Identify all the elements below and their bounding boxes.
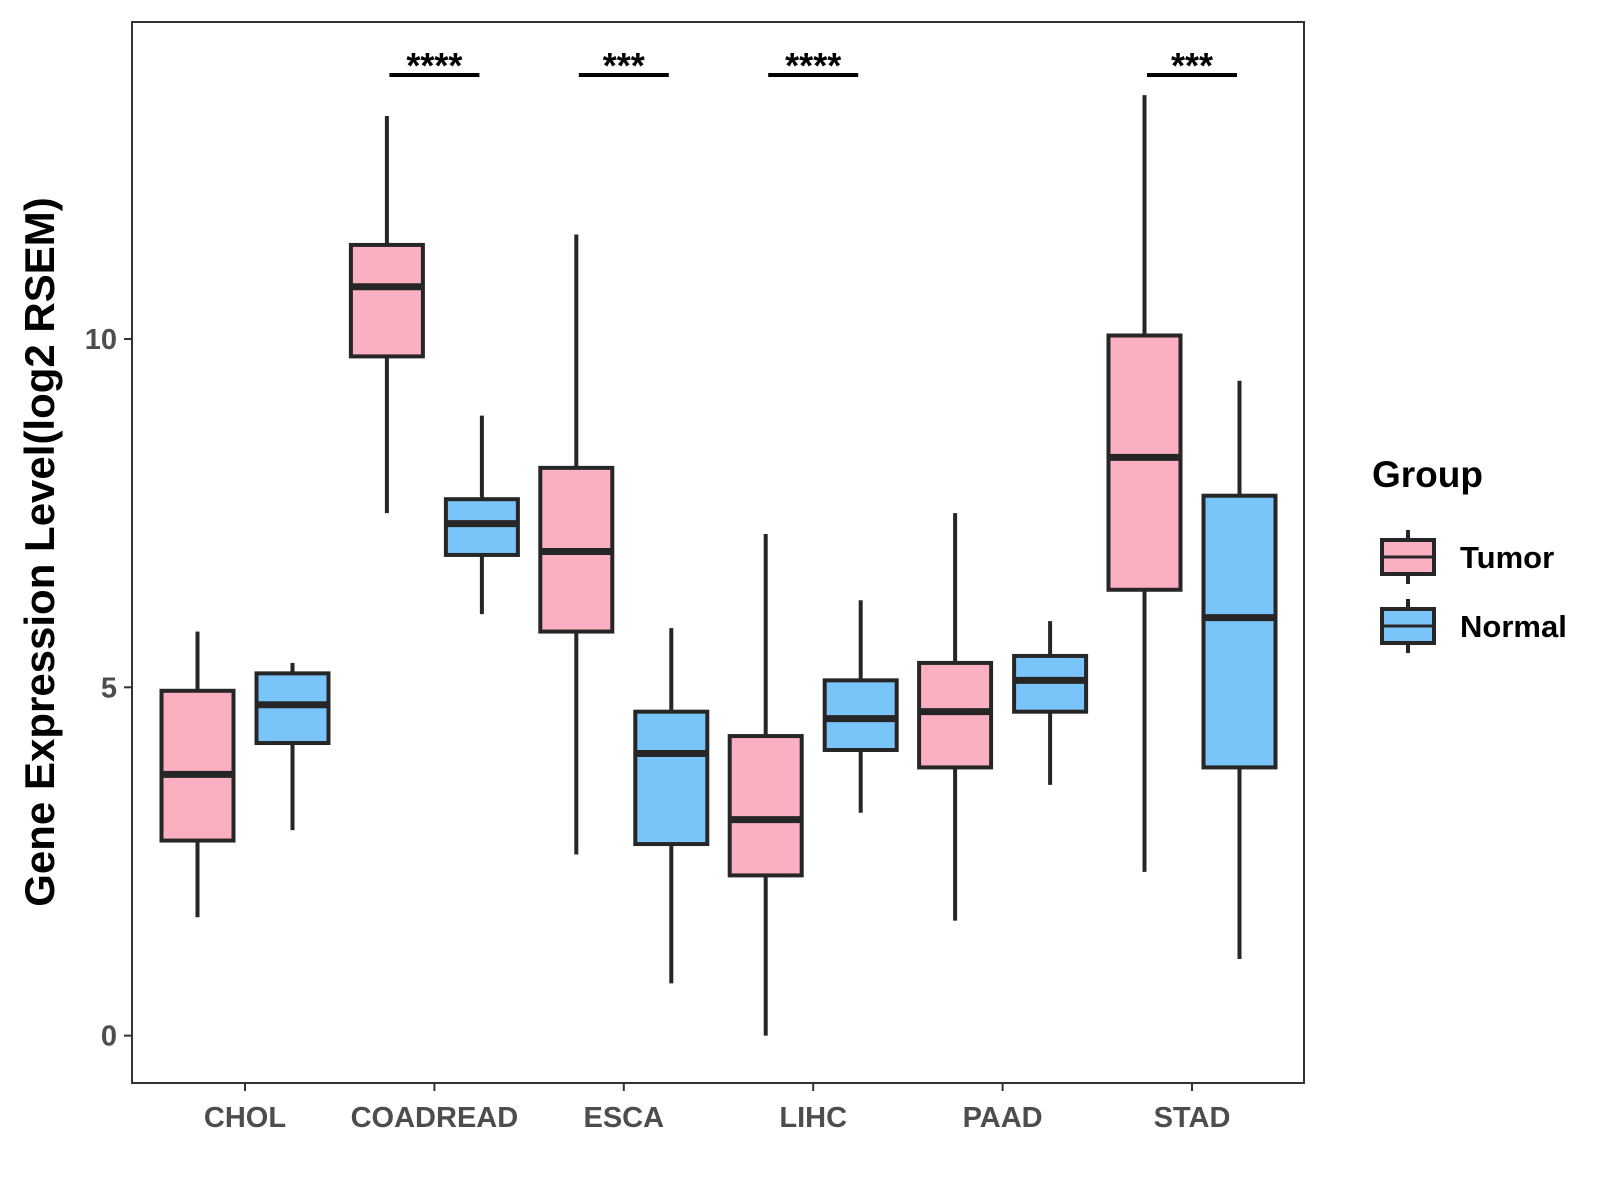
significance-label: **** (406, 45, 462, 86)
plot-border (131, 21, 1305, 1084)
significance-esca: *** (578, 45, 669, 86)
box-tumor-coadread (348, 116, 425, 514)
box-normal-esca (633, 628, 710, 984)
x-tick-label: STAD (1154, 1102, 1231, 1134)
box-body (633, 709, 710, 847)
box-normal-lihc (822, 600, 899, 813)
legend: Group Tumor Normal (1372, 454, 1567, 653)
x-axis: CHOL COADREAD ESCA LIHC PAAD STAD (204, 1083, 1230, 1134)
box-tumor-esca (538, 234, 615, 855)
box-tumor-chol (159, 631, 236, 918)
legend-label: Tumor (1460, 540, 1554, 575)
box-body (1201, 493, 1278, 770)
box-normal-chol (254, 662, 331, 831)
y-axis: 0 5 10 (85, 324, 132, 1053)
significance-stad: *** (1147, 45, 1237, 86)
box-tumor-lihc (727, 534, 804, 1036)
box-normal-coadread (443, 415, 520, 615)
x-tick-label: ESCA (584, 1102, 665, 1134)
significance-label: *** (603, 45, 645, 86)
significance-lihc: **** (768, 45, 859, 86)
box-tumor-paad (917, 513, 994, 921)
box-body (159, 688, 236, 843)
y-axis-title: Gene Expression Level(log2 RSEM) (16, 197, 63, 907)
significance-coadread: **** (389, 45, 480, 86)
legend-item-tumor: Tumor (1380, 530, 1554, 584)
legend-title: Group (1372, 454, 1483, 495)
x-tick-label: LIHC (779, 1102, 847, 1134)
x-tick-label: PAAD (963, 1102, 1043, 1134)
box-tumor-stad (1106, 95, 1183, 872)
x-tick-label: CHOL (204, 1102, 286, 1134)
legend-item-normal: Normal (1380, 599, 1567, 653)
box-normal-paad (1012, 621, 1089, 785)
box-body (1106, 333, 1183, 592)
box-normal-stad (1201, 380, 1278, 959)
y-tick-label: 10 (85, 324, 117, 356)
plot-area: **** *** **** *** (159, 45, 1278, 1036)
significance-label: *** (1171, 45, 1213, 86)
x-tick-label: COADREAD (351, 1102, 519, 1134)
box-body (348, 242, 425, 359)
y-tick-label: 0 (101, 1021, 117, 1053)
legend-label: Normal (1460, 609, 1567, 644)
significance-label: **** (785, 45, 841, 86)
y-tick-label: 5 (101, 672, 117, 704)
box-body (727, 734, 804, 878)
